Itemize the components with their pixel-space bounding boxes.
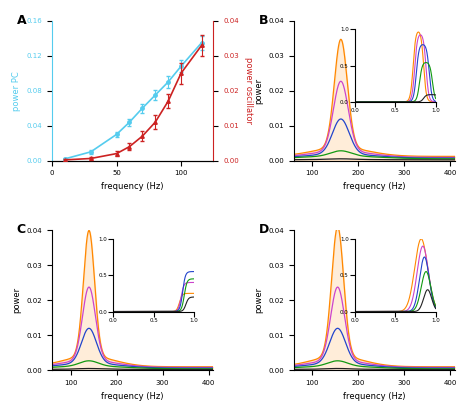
X-axis label: frequency (Hz): frequency (Hz) <box>343 182 406 191</box>
Text: B: B <box>258 14 268 27</box>
Y-axis label: power PC: power PC <box>12 71 21 111</box>
X-axis label: frequency (Hz): frequency (Hz) <box>101 391 164 401</box>
Y-axis label: power: power <box>12 287 21 313</box>
Y-axis label: power: power <box>254 78 263 104</box>
Text: C: C <box>17 223 26 236</box>
X-axis label: frequency (Hz): frequency (Hz) <box>343 391 406 401</box>
Y-axis label: power oscillator: power oscillator <box>244 57 253 124</box>
Y-axis label: power: power <box>254 287 263 313</box>
Text: A: A <box>17 14 27 27</box>
Text: D: D <box>258 223 269 236</box>
X-axis label: frequency (Hz): frequency (Hz) <box>101 182 164 191</box>
